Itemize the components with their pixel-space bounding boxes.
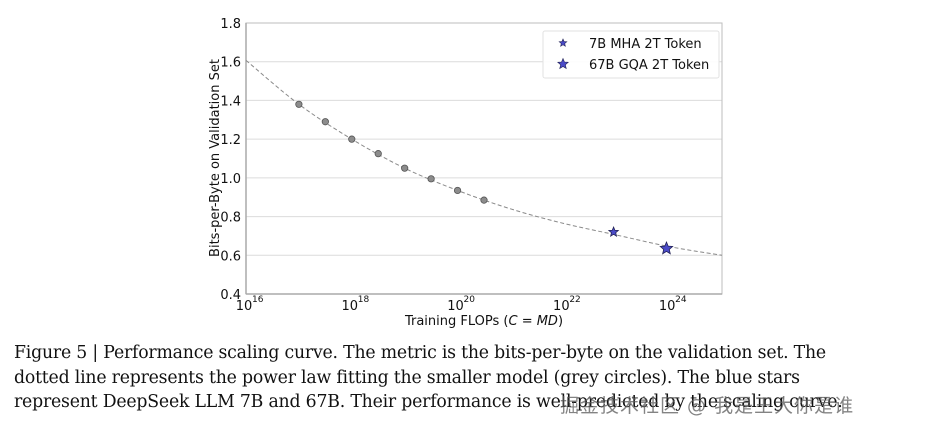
legend-label: 7B MHA 2T Token (589, 37, 702, 52)
data-points (295, 100, 674, 255)
legend-label: 67B GQA 2T Token (589, 58, 709, 73)
x-tick-label: 10 22 (553, 295, 581, 314)
y-tick-label: 0.6 (220, 249, 241, 264)
grey-circle-point (427, 175, 435, 183)
star-point-67b (659, 240, 674, 255)
figure-caption: Figure 5 | Performance scaling curve. Th… (14, 341, 924, 415)
scaling-chart: 0.40.60.81.01.21.41.61.8 10 16 10 18 10 20 10 2… (208, 17, 723, 329)
legend-box (542, 30, 720, 79)
y-tick-label: 1.2 (220, 133, 241, 148)
y-tick-label: 1.0 (220, 172, 241, 187)
x-tick-label: 10 16 (236, 295, 264, 314)
x-tick-exponent: 16 (252, 295, 264, 305)
x-axis-label-math: C = MD (508, 314, 557, 329)
x-tick-base: 10 (447, 299, 464, 314)
x-tick-label: 10 24 (659, 295, 687, 314)
x-tick-labels: 10 16 10 18 10 20 10 22 10 24 (236, 295, 687, 314)
legend: 7B MHA 2T Token 67B GQA 2T Token (542, 30, 720, 79)
y-tick-labels: 0.4 0.6 0.8 1.0 1.2 1.4 1.6 1.8 (220, 17, 241, 303)
x-tick-label: 10 20 (447, 295, 475, 314)
x-tick-exponent: 22 (569, 295, 580, 305)
grey-circle-point (480, 196, 488, 204)
caption-line-1: Figure 5 | Performance scaling curve. Th… (14, 343, 826, 363)
y-tick-label: 0.8 (220, 211, 241, 226)
grey-circle-point (401, 164, 409, 172)
x-axis-label: Training FLOPs (C = MD) (404, 314, 563, 329)
x-tick-base: 10 (342, 299, 359, 314)
x-tick-exponent: 20 (464, 295, 476, 305)
grey-circle-point (295, 100, 303, 108)
x-tick-base: 10 (236, 299, 253, 314)
caption-line-2: dotted line represents the power law fit… (14, 367, 800, 388)
x-axis-label-suffix: ) (558, 314, 563, 329)
y-tick-label: 1.8 (220, 17, 241, 32)
grid-lines (246, 61, 722, 256)
x-tick-exponent: 18 (358, 295, 370, 305)
x-tick-label: 10 18 (342, 295, 370, 314)
grey-circle-point (374, 150, 382, 158)
x-tick-base: 10 (553, 299, 570, 314)
y-axis-label: Bits-per-Byte on Validation Set (208, 59, 223, 257)
caption-line-3: represent DeepSeek LLM 7B and 67B. Their… (14, 392, 843, 412)
y-tick-label: 0.4 (220, 288, 241, 303)
x-tick-base: 10 (659, 299, 676, 314)
x-tick-exponent: 24 (675, 295, 687, 305)
grey-circle-point (321, 118, 329, 126)
y-tick-label: 1.6 (220, 56, 241, 71)
grey-circle-point (453, 186, 462, 195)
legend-star-icon (558, 38, 568, 47)
star-point-7b (607, 226, 620, 237)
legend-star-icon (557, 57, 569, 70)
grey-circle-point (348, 135, 356, 143)
y-tick-label: 1.4 (220, 94, 241, 109)
power-law-fit-curve (245, 59, 723, 256)
watermark: 掘金技术社区 @ 我是王大你是谁 (560, 395, 855, 417)
x-axis-label-prefix: Training FLOPs ( (404, 314, 509, 329)
